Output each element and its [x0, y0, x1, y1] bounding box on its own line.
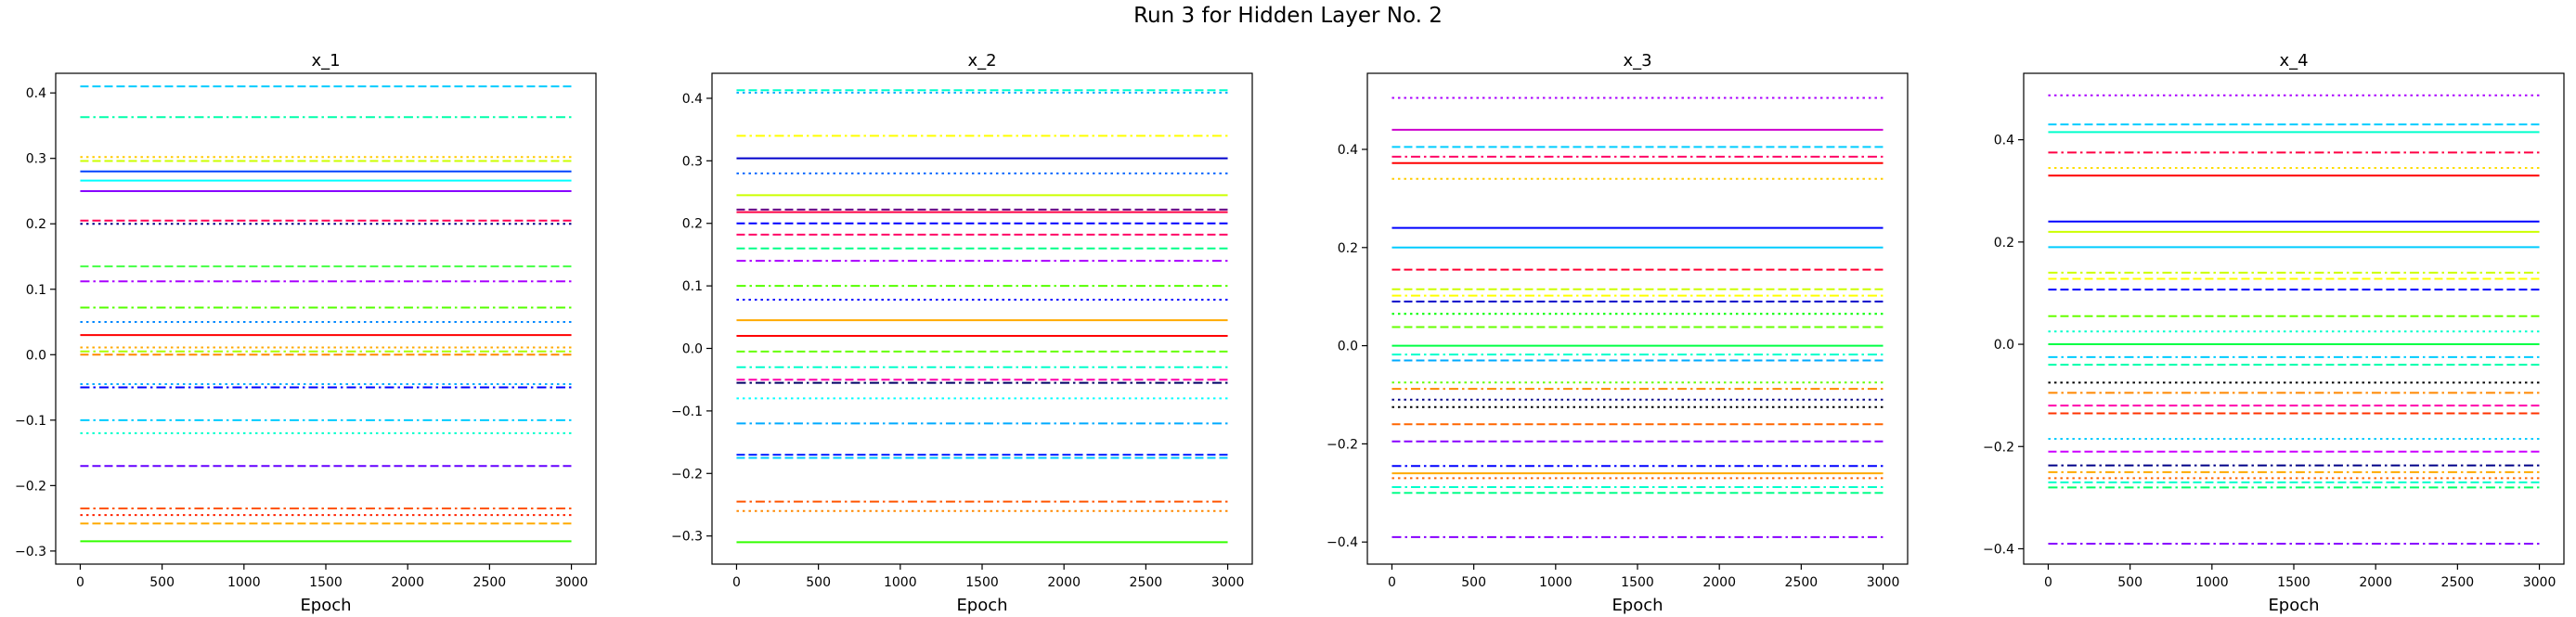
plot-frame	[711, 72, 1253, 565]
y-tick-label: 0.0	[26, 348, 46, 363]
y-tick-label: −0.2	[1327, 437, 1358, 452]
subplot-title: x_4	[2279, 51, 2308, 71]
x-axis-label: Epoch	[1612, 596, 1663, 615]
y-tick-label: 0.4	[1338, 143, 1358, 158]
y-tick-label: 0.4	[1994, 134, 2014, 148]
subplot-title: x_1	[311, 51, 340, 71]
y-tick-label: −0.1	[671, 405, 703, 419]
x-tick-label: 2000	[1702, 575, 1736, 590]
x-tick-label: 3000	[555, 575, 589, 590]
x-tick-label: 2000	[2359, 575, 2392, 590]
x-tick-label: 500	[149, 575, 175, 590]
x-tick-label: 500	[806, 575, 831, 590]
y-tick-label: 0.4	[26, 86, 46, 101]
x-tick-label: 500	[2117, 575, 2142, 590]
plot-frame	[2023, 72, 2565, 565]
x-tick-label: 1500	[1621, 575, 1654, 590]
y-tick-label: −0.1	[15, 414, 46, 429]
y-tick-label: 0.3	[26, 152, 46, 167]
y-tick-label: −0.4	[1983, 542, 2014, 557]
x-tick-label: 1000	[2195, 575, 2229, 590]
x-tick-label: 1500	[2277, 575, 2311, 590]
y-tick-label: 0.3	[682, 154, 703, 169]
x-tick-label: 500	[1461, 575, 1486, 590]
y-tick-label: 0.0	[682, 342, 703, 357]
x-tick-label: 2000	[1047, 575, 1081, 590]
x-tick-label: 0	[1388, 575, 1396, 590]
y-tick-label: 0.2	[1338, 241, 1358, 256]
y-tick-label: 0.2	[1994, 236, 2014, 251]
x-tick-label: 1500	[309, 575, 343, 590]
y-tick-label: 0.1	[26, 283, 46, 298]
y-tick-label: 0.2	[26, 217, 46, 232]
x-axis-label: Epoch	[2268, 596, 2319, 615]
y-tick-label: −0.2	[671, 467, 703, 482]
x-tick-label: 1000	[1539, 575, 1573, 590]
subplot-2: −0.3 −0.2 −0.1 0.0 0.1 0.2 0.3 0.4 0 500 1000 1500 2…	[671, 51, 1253, 615]
x-tick-label: 0	[2044, 575, 2052, 590]
y-tick-label: 0.1	[682, 279, 703, 294]
x-tick-label: 1000	[227, 575, 261, 590]
x-axis-label: Epoch	[300, 596, 351, 615]
subplot-3: −0.4 −0.2 0.0 0.2 0.4 0 500 1000 1500 2000 2500 300…	[1327, 51, 1909, 615]
y-tick-label: −0.2	[1983, 440, 2014, 455]
x-tick-label: 1000	[884, 575, 917, 590]
subplot-1: −0.3 −0.2 −0.1 0.0 0.1 0.2 0.3 0.4 0 500 1000 1500 2…	[15, 51, 597, 615]
y-tick-label: 0.0	[1338, 340, 1358, 354]
x-tick-label: 2000	[391, 575, 424, 590]
y-tick-label: −0.2	[15, 479, 46, 494]
x-tick-label: 3000	[1867, 575, 1900, 590]
y-tick-label: 0.0	[1994, 338, 2014, 353]
y-tick-label: 0.4	[682, 92, 703, 107]
x-tick-label: 2500	[2441, 575, 2475, 590]
y-tick-label: −0.3	[671, 530, 703, 545]
x-tick-label: 0	[76, 575, 84, 590]
x-axis-label: Epoch	[956, 596, 1007, 615]
x-tick-label: 3000	[2523, 575, 2557, 590]
x-tick-label: 2500	[473, 575, 507, 590]
y-tick-label: −0.4	[1327, 535, 1358, 550]
subplot-title: x_3	[1623, 51, 1651, 71]
subplot-title: x_2	[967, 51, 996, 71]
y-tick-label: −0.3	[15, 545, 46, 559]
y-tick-label: 0.2	[682, 217, 703, 232]
subplot-4: −0.4 −0.2 0.0 0.2 0.4 0 500 1000 1500 2000 2500 300…	[1983, 51, 2565, 615]
x-tick-label: 1500	[965, 575, 999, 590]
plot-frame	[55, 72, 597, 565]
x-tick-label: 3000	[1211, 575, 1245, 590]
x-tick-label: 0	[732, 575, 741, 590]
figure-title: Run 3 for Hidden Layer No. 2	[1133, 4, 1443, 28]
x-tick-label: 2500	[1785, 575, 1819, 590]
x-tick-label: 2500	[1130, 575, 1163, 590]
